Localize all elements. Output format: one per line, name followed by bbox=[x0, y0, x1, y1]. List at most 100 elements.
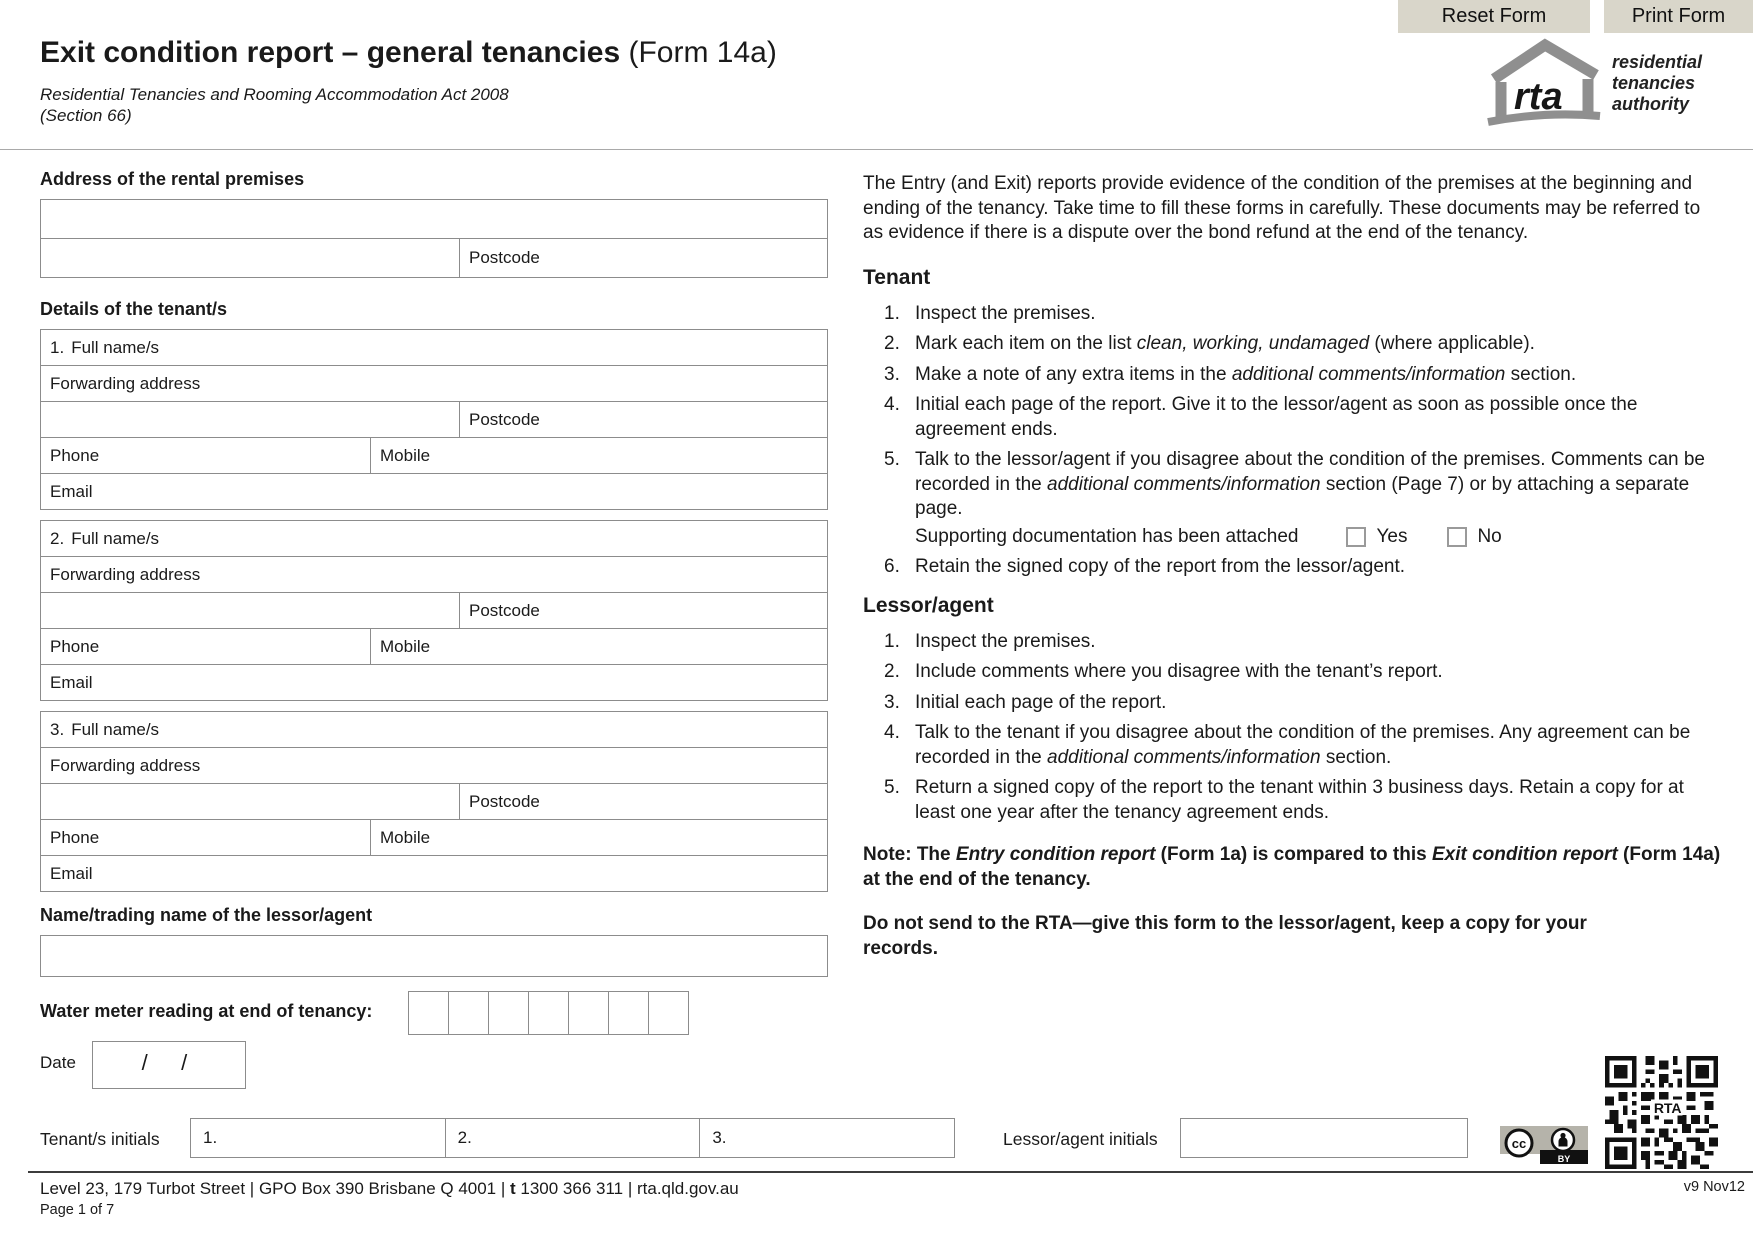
water-meter-digit-3[interactable] bbox=[488, 992, 528, 1034]
tenant-initials-field-1[interactable]: 1. bbox=[191, 1119, 445, 1157]
page-title-form-number: (Form 14a) bbox=[620, 36, 777, 69]
tenant-instruction-list: Inspect the premises. Mark each item on … bbox=[863, 302, 1725, 580]
tenant2-mobile-label: Mobile bbox=[380, 636, 431, 656]
supporting-doc-row: Supporting documentation has been attach… bbox=[915, 525, 1725, 550]
tenant-initials-field-2[interactable]: 2. bbox=[444, 1119, 700, 1157]
tenant-block-2: 2. Full name/s Forwarding address Postco… bbox=[40, 520, 828, 701]
footer-version: v9 Nov12 bbox=[1683, 1179, 1745, 1195]
water-meter-digit-5[interactable] bbox=[568, 992, 608, 1034]
tenant1-forwarding-address-label: Forwarding address bbox=[50, 373, 201, 393]
lessor-name-heading: Name/trading name of the lessor/agent bbox=[40, 905, 373, 925]
tenant2-full-name-field[interactable]: 2. Full name/s bbox=[41, 521, 827, 556]
supporting-doc-text: Supporting documentation has been attach… bbox=[915, 525, 1299, 547]
tenant-instruction-1: Inspect the premises. bbox=[884, 302, 1096, 326]
tenant2-phone-field[interactable]: Phone bbox=[41, 629, 370, 664]
tenant-instruction-2: Mark each item on the list clean, workin… bbox=[884, 332, 1535, 356]
qr-center-text: RTA bbox=[1654, 1100, 1682, 1116]
tenant2-forwarding-address-field[interactable]: Forwarding address bbox=[41, 557, 827, 592]
tenant1-phone-label: Phone bbox=[50, 445, 100, 465]
address-line2-field[interactable] bbox=[41, 239, 459, 277]
lessor-instruction-2: Include comments where you disagree with… bbox=[884, 660, 1443, 684]
tenant-instruction-5: Talk to the lessor/agent if you disagree… bbox=[863, 448, 1725, 549]
tenant2-email-field[interactable]: Email bbox=[41, 665, 827, 700]
water-meter-label: Water meter reading at end of tenancy: bbox=[40, 1001, 373, 1021]
tenant3-phone-field[interactable]: Phone bbox=[41, 820, 370, 855]
supporting-doc-no-label: No bbox=[1477, 525, 1502, 547]
tenant3-email-field[interactable]: Email bbox=[41, 856, 827, 891]
lessor-instruction-5: Return a signed copy of the report to th… bbox=[884, 776, 1684, 823]
print-form-button[interactable]: Print Form bbox=[1604, 0, 1753, 33]
date-slash-2: / bbox=[181, 1050, 188, 1075]
tenant3-forwarding-address-field[interactable]: Forwarding address bbox=[41, 748, 827, 783]
water-meter-digit-6[interactable] bbox=[608, 992, 648, 1034]
tenant1-mobile-label: Mobile bbox=[380, 445, 431, 465]
tenant2-address-line2-field[interactable] bbox=[41, 593, 459, 628]
footer-contact: Level 23, 179 Turbot Street | GPO Box 39… bbox=[40, 1179, 739, 1198]
lessor-name-field[interactable] bbox=[40, 935, 828, 977]
lessor-initials-label: Lessor/agent initials bbox=[1003, 1129, 1158, 1149]
tenant1-phone-field[interactable]: Phone bbox=[41, 438, 370, 473]
water-meter-grid bbox=[408, 991, 689, 1035]
rta-logo-icon: rta bbox=[1486, 38, 1604, 131]
tenant-details-heading: Details of the tenant/s bbox=[40, 299, 228, 319]
tenant-block-3: 3. Full name/s Forwarding address Postco… bbox=[40, 711, 828, 892]
tenant3-phone-label: Phone bbox=[50, 827, 100, 847]
date-row: Date / / bbox=[40, 1041, 828, 1089]
reset-form-button[interactable]: Reset Form bbox=[1398, 0, 1590, 33]
tenant3-postcode-label: Postcode bbox=[469, 791, 540, 811]
tenant3-full-name-field[interactable]: 3. Full name/s bbox=[41, 712, 827, 747]
tenant-instruction-4: Initial each page of the report. Give it… bbox=[884, 393, 1638, 440]
tenant3-mobile-field[interactable]: Mobile bbox=[370, 820, 827, 855]
tenant1-mobile-field[interactable]: Mobile bbox=[370, 438, 827, 473]
rta-logo-caption: residential tenancies authority bbox=[1612, 52, 1702, 115]
tenant3-number: 3. bbox=[50, 719, 65, 739]
logo-caption-line2: tenancies bbox=[1612, 73, 1696, 93]
tenant1-address-line2-field[interactable] bbox=[41, 402, 459, 437]
tenant-block-1: 1. Full name/s Forwarding address Postco… bbox=[40, 329, 828, 510]
water-meter-digit-7[interactable] bbox=[648, 992, 688, 1034]
creative-commons-by-icon: cc BY bbox=[1500, 1126, 1588, 1169]
header-divider bbox=[0, 149, 1753, 150]
tenant2-postcode-field[interactable]: Postcode bbox=[459, 593, 827, 628]
lessor-initials-field[interactable] bbox=[1180, 1118, 1468, 1158]
date-field[interactable]: / / bbox=[92, 1041, 246, 1089]
tenant1-number: 1. bbox=[50, 337, 65, 357]
footer-divider bbox=[28, 1171, 1753, 1173]
water-meter-digit-4[interactable] bbox=[528, 992, 568, 1034]
instructions-column: The Entry (and Exit) reports provide evi… bbox=[863, 172, 1725, 980]
lessor-instruction-3: Initial each page of the report. bbox=[884, 691, 1167, 715]
logo-caption-line1: residential bbox=[1612, 52, 1703, 72]
lessor-instruction-4: Talk to the tenant if you disagree about… bbox=[884, 721, 1691, 768]
tenant1-full-name-field[interactable]: 1. Full name/s bbox=[41, 330, 827, 365]
water-meter-digit-1[interactable] bbox=[409, 992, 448, 1034]
tenant2-email-label: Email bbox=[50, 672, 93, 692]
water-meter-digit-2[interactable] bbox=[448, 992, 488, 1034]
tenant2-mobile-field[interactable]: Mobile bbox=[370, 629, 827, 664]
address-line1-field[interactable] bbox=[41, 200, 827, 238]
tenant-initials-cells: 1. 2. 3. bbox=[190, 1118, 955, 1158]
tenant3-full-name-label: Full name/s bbox=[71, 719, 160, 739]
tenant3-postcode-field[interactable]: Postcode bbox=[459, 784, 827, 819]
form-left-column: Address of the rental premises Postcode … bbox=[40, 168, 828, 1089]
tenant3-address-line2-field[interactable] bbox=[41, 784, 459, 819]
supporting-doc-no-checkbox[interactable] bbox=[1447, 526, 1468, 547]
address-postcode-label: Postcode bbox=[469, 248, 540, 267]
do-not-send-paragraph: Do not send to the RTA—give this form to… bbox=[863, 913, 1587, 959]
lessor-section-heading: Lessor/agent bbox=[863, 593, 994, 617]
tenant2-forwarding-address-label: Forwarding address bbox=[50, 564, 201, 584]
lessor-instruction-list: Inspect the premises. Include comments w… bbox=[863, 630, 1725, 826]
tenant-initials-field-3[interactable]: 3. bbox=[699, 1119, 954, 1157]
tenant1-postcode-field[interactable]: Postcode bbox=[459, 402, 827, 437]
supporting-doc-yes-label: Yes bbox=[1376, 525, 1408, 547]
address-postcode-field[interactable]: Postcode bbox=[459, 239, 827, 277]
supporting-doc-yes-checkbox[interactable] bbox=[1346, 526, 1367, 547]
rta-logo-text: rta bbox=[1514, 76, 1563, 118]
date-label: Date bbox=[40, 1053, 76, 1072]
act-subtitle: Residential Tenancies and Rooming Accomm… bbox=[40, 84, 509, 126]
tenant1-email-field[interactable]: Email bbox=[41, 474, 827, 509]
tenant1-forwarding-address-field[interactable]: Forwarding address bbox=[41, 366, 827, 401]
lessor-instruction-1: Inspect the premises. bbox=[884, 630, 1096, 654]
note-paragraph: Note: The Entry condition report (Form 1… bbox=[863, 844, 1721, 890]
tenant-section-heading: Tenant bbox=[863, 265, 931, 289]
